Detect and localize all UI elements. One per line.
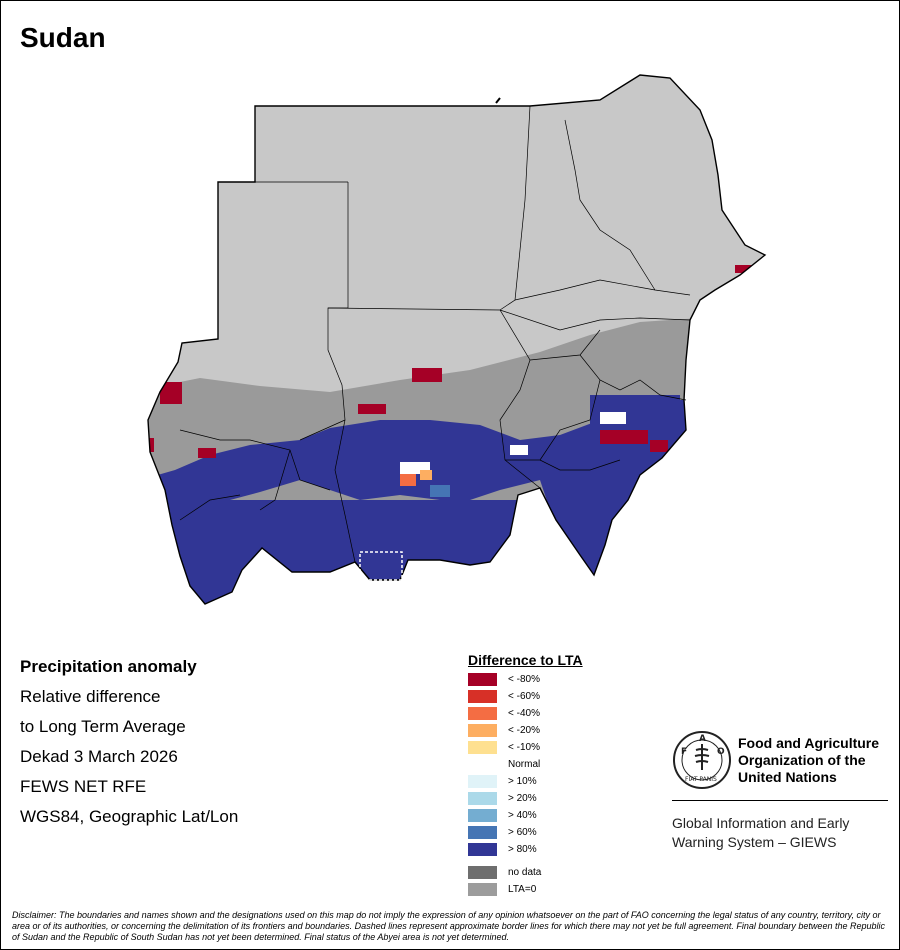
moderate-dry-patch — [400, 474, 416, 486]
legend-item-swatch — [468, 775, 497, 788]
dry-patch-central — [412, 368, 442, 382]
legend-item-row: > 60% — [468, 825, 628, 842]
legend-item-swatch — [468, 758, 497, 771]
dry-patch-darfur-edge — [148, 438, 154, 452]
dry-patch-red-sea — [735, 265, 753, 273]
legend-item-row: < -60% — [468, 689, 628, 706]
logo-divider — [672, 800, 888, 801]
map-info-block: Precipitation anomaly Relative differenc… — [20, 656, 420, 836]
legend-extra-label: no data — [508, 867, 542, 878]
legend-item-label: < -10% — [508, 742, 540, 753]
legend-item-label: < -60% — [508, 691, 540, 702]
info-source: FEWS NET RFE — [20, 777, 147, 796]
legend-item-row: < -10% — [468, 740, 628, 757]
normal-patch-center — [510, 445, 528, 455]
info-projection: WGS84, Geographic Lat/Lon — [20, 807, 239, 826]
legend-item-label: < -80% — [508, 674, 540, 685]
svg-text:FIAT PANIS: FIAT PANIS — [685, 776, 717, 783]
legend-item-swatch — [468, 826, 497, 839]
legend-item-row: Normal — [468, 757, 628, 774]
info-line-1: Relative difference — [20, 687, 161, 706]
slight-dry-patch — [420, 470, 432, 480]
legend-extra-swatch — [468, 866, 497, 879]
wet-patch-60 — [430, 485, 450, 497]
country-border — [147, 74, 767, 605]
legend-item-label: Normal — [508, 759, 541, 770]
legend-item-row: > 80% — [468, 842, 628, 859]
legend-item-swatch — [468, 809, 497, 822]
legend-item-swatch — [468, 690, 497, 703]
legend-item-label: > 20% — [508, 793, 537, 804]
info-line-2: to Long Term Average — [20, 717, 186, 736]
legend-extra-label: LTA=0 — [508, 884, 537, 895]
legend-item-label: > 80% — [508, 844, 537, 855]
legend-item-label: > 60% — [508, 827, 537, 838]
legend-item-row: < -40% — [468, 706, 628, 723]
legend-item-swatch — [468, 724, 497, 737]
legend-item-swatch — [468, 673, 497, 686]
legend-item-swatch — [468, 843, 497, 856]
legend-extra-row: LTA=0 — [468, 882, 628, 899]
disclaimer: Disclaimer: The boundaries and names sho… — [12, 910, 885, 942]
legend-item-label: < -20% — [508, 725, 540, 736]
legend-item-row: < -20% — [468, 723, 628, 740]
wet-anomaly-south — [148, 500, 765, 604]
legend-title: Difference to LTA — [468, 652, 583, 668]
legend-item-label: < -40% — [508, 708, 540, 719]
anomaly-raster — [148, 75, 765, 604]
map-title: Sudan — [20, 22, 106, 53]
legend-item-swatch — [468, 792, 497, 805]
svg-text:O: O — [717, 747, 725, 757]
dry-patch-kordofan — [358, 404, 386, 414]
info-period: Dekad 3 March 2026 — [20, 747, 178, 766]
giews-name: Global Information and Early Warning Sys… — [672, 815, 850, 850]
dry-patch-east-1 — [600, 430, 648, 444]
legend-extra-swatch — [468, 883, 497, 896]
sudan-map — [147, 74, 767, 605]
legend-item-row: > 10% — [468, 774, 628, 791]
legend-extra-row: no data — [468, 865, 628, 882]
legend-items: < -80% < -60% < -40% < -20% < -10% Normal > 10… — [468, 672, 628, 859]
fao-seal-icon: F A O FIAT PANIS — [673, 731, 731, 789]
svg-text:F: F — [681, 747, 687, 757]
dry-patch-east-2 — [650, 440, 668, 452]
dry-patch-darfur-west — [160, 382, 182, 404]
legend-item-swatch — [468, 707, 497, 720]
halaib-tip — [495, 97, 501, 104]
fao-name: Food and Agriculture Organization of the… — [738, 735, 880, 785]
abyei-area-dashed — [359, 551, 403, 581]
legend-item-swatch — [468, 741, 497, 754]
legend: Difference to LTA < -80% < -60% < -40% < -2… — [468, 652, 628, 899]
dry-patch-darfur — [198, 448, 216, 458]
legend-item-row: > 20% — [468, 791, 628, 808]
legend-extra-items: no data LTA=0 — [468, 865, 628, 899]
legend-item-row: > 40% — [468, 808, 628, 825]
legend-item-label: > 40% — [508, 810, 537, 821]
map-subject: Precipitation anomaly — [20, 657, 197, 676]
state-boundaries — [179, 105, 691, 563]
legend-item-label: > 10% — [508, 776, 537, 787]
legend-item-row: < -80% — [468, 672, 628, 689]
normal-patch-east — [600, 412, 626, 424]
svg-text:A: A — [699, 734, 706, 744]
